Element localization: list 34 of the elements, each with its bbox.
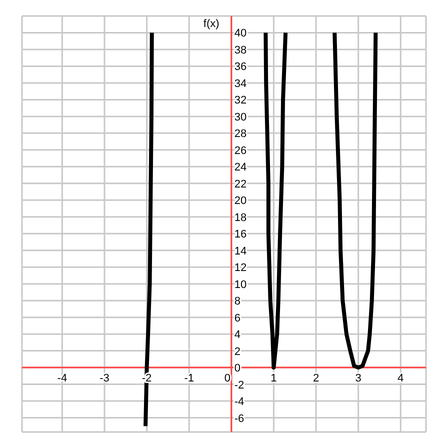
y-tick-label: 8 — [234, 296, 241, 308]
x-tick-label: 4 — [398, 372, 404, 385]
y-tick-label: 26 — [234, 144, 247, 157]
y-tick-label: 40 — [234, 28, 247, 40]
y-tick-label: 10 — [234, 278, 247, 291]
x-tick-label: -3 — [100, 372, 110, 385]
y-tick-label: 32 — [234, 94, 247, 107]
y-tick-label: 12 — [234, 262, 247, 274]
x-tick-label: 1 — [270, 372, 277, 385]
y-tick-label: -6 — [234, 412, 244, 425]
y-axis-title: f(x) — [203, 18, 220, 30]
y-tick-label: 36 — [234, 61, 247, 74]
x-tick-label: 3 — [355, 372, 362, 385]
y-tick-label: 38 — [234, 44, 247, 56]
y-tick-label: 18 — [234, 212, 247, 224]
y-tick-label: -4 — [234, 396, 244, 408]
y-tick-label: 6 — [234, 312, 241, 324]
line-series — [332, 30, 378, 370]
y-tick-label: 2 — [234, 346, 241, 358]
y-tick-label: 22 — [234, 178, 247, 190]
y-tick-label: 16 — [234, 228, 247, 241]
y-tick-label: 4 — [234, 329, 241, 342]
x-tick-label: 0 — [224, 372, 230, 385]
y-tick-label: 20 — [234, 195, 247, 208]
y-tick-label: 30 — [234, 111, 247, 124]
y-tick-label: 14 — [234, 245, 247, 258]
x-tick-label: -4 — [57, 372, 68, 385]
y-tick-label: 28 — [234, 128, 247, 140]
line-series — [144, 30, 154, 428]
x-tick-label: -1 — [184, 372, 194, 385]
y-tick-label: 34 — [234, 78, 247, 90]
y-tick-label: 24 — [234, 162, 247, 174]
x-tick-label: 2 — [312, 372, 320, 385]
line-series — [264, 30, 288, 370]
